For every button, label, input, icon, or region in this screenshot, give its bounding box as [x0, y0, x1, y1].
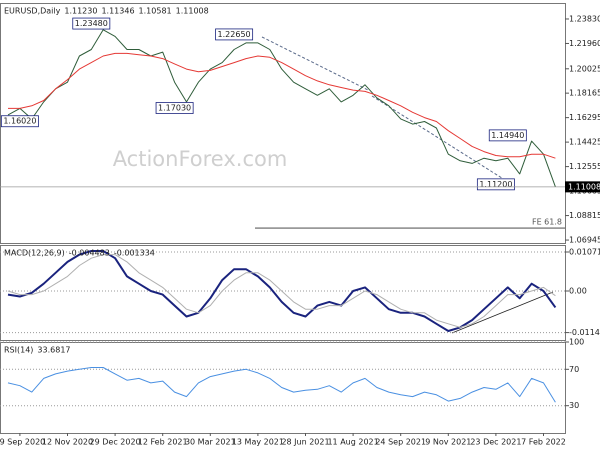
y-tick-label: 1.20025 — [569, 64, 600, 73]
annotation-box — [155, 102, 194, 114]
y-tick-label: -0.011424 — [569, 328, 600, 337]
y-tick-label: 1.18165 — [569, 89, 600, 98]
last-price-label: 1.11008 — [568, 182, 600, 191]
y-tick-label: 1.16295 — [569, 113, 600, 122]
x-tick-label: 29 Sep 2020 — [0, 438, 45, 447]
watermark: ActionForex.com — [113, 147, 288, 171]
series-line — [8, 52, 556, 159]
macd-trend-line — [451, 291, 554, 334]
x-tick-label: 29 Dec 2020 — [90, 438, 141, 447]
price-annotation: 1.14940 — [488, 129, 527, 142]
fe-level-label: FE 61.8 — [532, 218, 562, 227]
ohlc-value: 1.10581 — [139, 7, 172, 16]
y-tick-label: 1.08815 — [569, 211, 600, 220]
series-line — [7, 254, 556, 328]
price-annotation: 1.11200 — [476, 178, 515, 191]
x-tick-label: 9 Nov 2021 — [425, 438, 471, 447]
y-tick-label: 1.21960 — [569, 39, 600, 48]
y-tick-label: 70 — [569, 365, 579, 374]
pane-title: RSI(14) — [4, 346, 33, 355]
annotation-label: 1.23480 — [75, 19, 108, 28]
x-tick-label: 28 Jun 2021 — [281, 438, 329, 447]
y-tick-label: 0.00 — [569, 287, 587, 296]
x-tick-label: 24 Sep 2021 — [375, 438, 426, 447]
annotation-label: 1.11200 — [479, 180, 512, 189]
series-line — [7, 29, 556, 187]
x-tick-label: 11 Aug 2021 — [327, 438, 378, 447]
annotation-box — [488, 129, 527, 142]
pane-border — [0, 3, 566, 244]
indicator-reading: -0.004483 — [69, 249, 110, 258]
annotation-label: 1.14940 — [491, 131, 524, 140]
y-tick-label: 1.12555 — [569, 162, 600, 171]
price-annotation: 1.22650 — [215, 28, 254, 41]
annotation-box — [0, 115, 39, 128]
annotation-box — [215, 28, 254, 41]
price-annotation: 1.16020 — [0, 115, 39, 128]
y-tick-label: 1.23830 — [569, 14, 600, 23]
annotation-label: 1.16020 — [3, 117, 36, 126]
y-tick-label: 30 — [569, 401, 579, 410]
pane-title: EURUSD,Daily — [4, 7, 61, 16]
ohlc-value: 1.11230 — [64, 7, 97, 16]
ohlc-value: 1.11346 — [101, 7, 134, 16]
y-tick-label: 1.06945 — [569, 236, 600, 245]
last-price-box — [565, 181, 600, 193]
price-annotation: 1.17030 — [155, 102, 194, 114]
y-tick-label: 0.010715 — [569, 248, 600, 257]
pane-title: MACD(12,26,9) — [4, 249, 65, 258]
annotation-box — [72, 17, 111, 30]
y-tick-label: 100 — [569, 338, 584, 347]
indicator-reading: 33.6817 — [37, 346, 70, 355]
y-tick-label: 1.14425 — [569, 138, 600, 147]
indicator-reading: -0.001334 — [114, 249, 155, 258]
annotation-label: 1.22650 — [218, 30, 251, 39]
trend-line — [371, 95, 506, 181]
series-line — [7, 367, 556, 403]
ohlc-value: 1.11008 — [176, 7, 209, 16]
pane-border — [0, 245, 566, 341]
x-tick-label: 23 Dec 2021 — [470, 438, 521, 447]
x-tick-label: 12 Nov 2020 — [42, 438, 93, 447]
series-line — [7, 250, 557, 332]
annotation-label: 1.17030 — [158, 104, 191, 113]
x-tick-label: 12 Feb 2021 — [138, 438, 188, 447]
x-tick-label: 13 May 2021 — [232, 438, 284, 447]
price-annotation: 1.23480 — [72, 17, 111, 30]
x-tick-label: 30 Mar 2021 — [185, 438, 236, 447]
x-tick-label: 7 Feb 2022 — [521, 438, 566, 447]
annotation-box — [476, 178, 515, 191]
